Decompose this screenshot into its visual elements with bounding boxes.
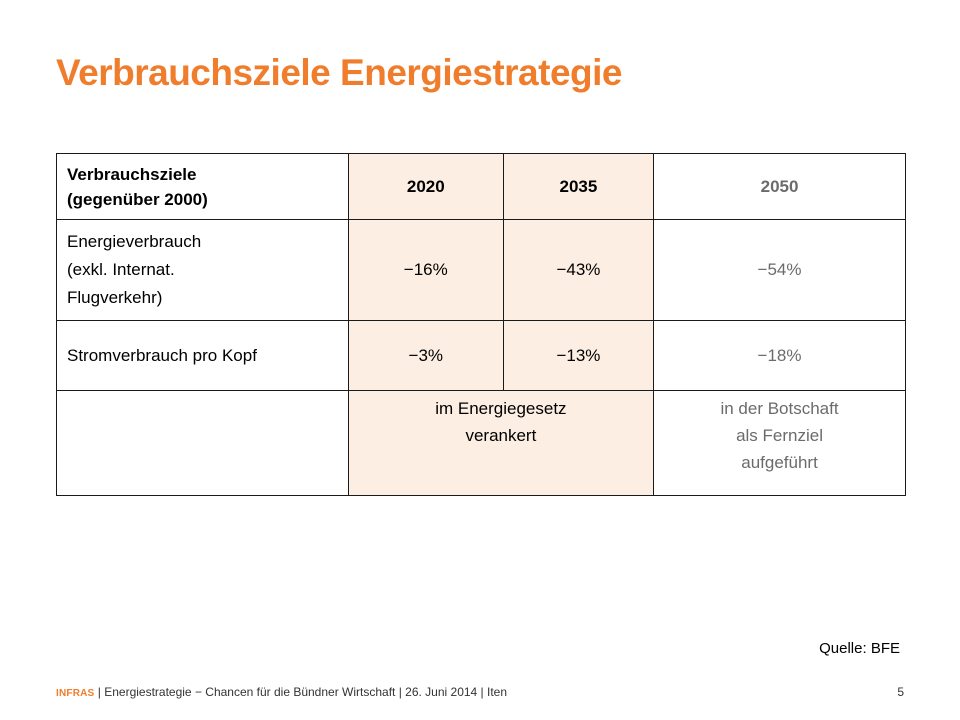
row-energy-label-line3: Flugverkehr) [67, 288, 163, 307]
footer: INFRAS | Energiestrategie − Chancen für … [56, 685, 507, 699]
header-label-line1: Verbrauchsziele [67, 164, 197, 184]
note-message: in der Botschaft als Fernziel aufgeführt [653, 390, 906, 496]
table-header-row: Verbrauchsziele (gegenüber 2000) 2020 20… [56, 153, 906, 220]
row-energy-2050: −54% [653, 219, 906, 321]
row-energy-label-line2: (exkl. Internat. [67, 260, 175, 279]
notes-empty-cell [56, 390, 349, 496]
row-electricity-2050: −18% [653, 320, 906, 391]
note-message-line2: als Fernziel [736, 426, 823, 445]
note-message-line3: aufgeführt [741, 453, 818, 472]
note-message-line1: in der Botschaft [720, 399, 839, 418]
page-number: 5 [897, 685, 904, 699]
row-energy-label: Energieverbrauch (exkl. Internat. Flugve… [56, 219, 349, 321]
header-label-cell: Verbrauchsziele (gegenüber 2000) [56, 153, 349, 220]
consumption-goals-table: Verbrauchsziele (gegenüber 2000) 2020 20… [56, 153, 906, 496]
header-year-2035: 2035 [502, 153, 655, 220]
row-electricity-label: Stromverbrauch pro Kopf [56, 320, 349, 391]
footer-text: | Energiestrategie − Chancen für die Bün… [97, 685, 508, 699]
table-row-electricity: Stromverbrauch pro Kopf −3% −13% −18% [56, 320, 906, 391]
note-energy-law: im Energiegesetz verankert [347, 390, 655, 496]
note-energy-law-line2: verankert [465, 426, 537, 445]
row-energy-2020: −16% [347, 219, 504, 321]
page-title: Verbrauchsziele Energiestrategie [56, 52, 623, 93]
header-year-2020: 2020 [347, 153, 504, 220]
source-note: Quelle: BFE [819, 640, 900, 657]
row-electricity-2020: −3% [347, 320, 504, 391]
row-electricity-2035: −13% [502, 320, 655, 391]
note-energy-law-line1: im Energiegesetz [435, 399, 567, 418]
row-energy-2035: −43% [502, 219, 655, 321]
table-row-notes: im Energiegesetz verankert in der Botsch… [56, 390, 906, 496]
row-energy-label-line1: Energieverbrauch [67, 232, 202, 251]
header-label-line2: (gegenüber 2000) [67, 189, 208, 209]
infras-logo: INFRAS [56, 688, 95, 699]
table-row-energy: Energieverbrauch (exkl. Internat. Flugve… [56, 219, 906, 321]
header-year-2050: 2050 [653, 153, 906, 220]
